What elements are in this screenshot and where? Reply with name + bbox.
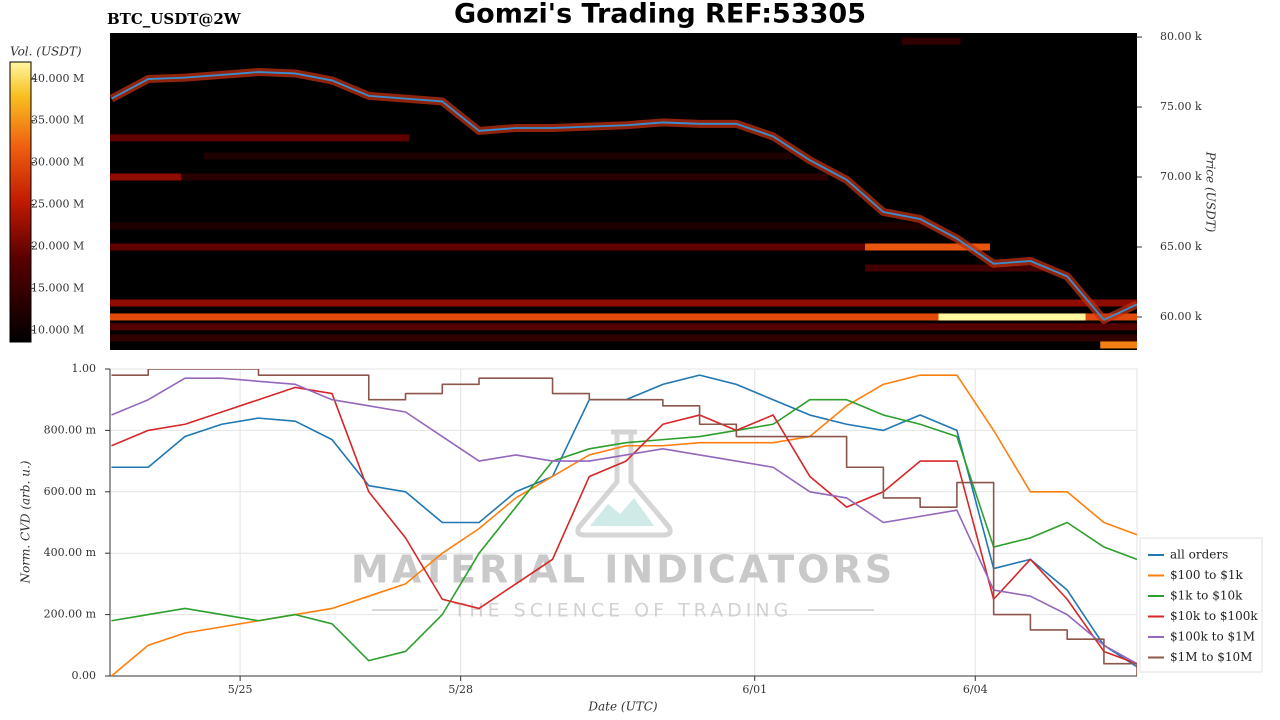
heatmap-layer	[110, 37, 1137, 349]
colorbar-label: Vol. (USDT)	[10, 45, 82, 59]
series-layer	[110, 369, 1137, 676]
x-axis-label: Date (UTC)	[587, 700, 657, 714]
colorbar	[9, 61, 32, 343]
y-tick-label: 65.00 k	[1160, 240, 1202, 253]
liquidity-band	[110, 243, 865, 251]
colorbar-tick-label: 15.000 M	[31, 281, 84, 294]
colorbar-tick-label: 25.000 M	[31, 198, 84, 211]
y-tick-label: 1.00	[72, 362, 97, 375]
y-tick-label: 80.00 k	[1160, 30, 1202, 43]
flask-icon	[575, 429, 673, 538]
y-axis-label: Norm. CVD (arb. u.)	[19, 460, 33, 584]
heatmap-background	[110, 33, 1137, 350]
y-tick-label: 800.00 m	[44, 423, 97, 436]
y-tick-label: 600.00 m	[44, 485, 97, 498]
y-tick-label: 75.00 k	[1160, 100, 1202, 113]
colorbar-tick-label: 35.000 M	[31, 114, 84, 127]
y-tick-label: 0.00	[72, 669, 97, 682]
cvd-line	[111, 398, 1137, 662]
liquidity-band	[938, 313, 1086, 321]
cvd-line	[111, 377, 1137, 665]
liquidity-band	[110, 222, 939, 230]
page-title: Gomzi's Trading REF:53305	[454, 0, 866, 30]
liquidity-band	[864, 264, 1049, 272]
legend-label: $1M to $10M	[1170, 650, 1252, 664]
liquidity-band	[110, 173, 182, 181]
x-tick-label: 5/25	[228, 683, 253, 696]
legend-label: $1k to $10k	[1170, 589, 1243, 603]
watermark-brand: MATERIAL INDICATORS	[351, 548, 895, 592]
price-line	[111, 71, 1137, 321]
liquidity-band	[110, 334, 1137, 342]
cvd-line	[111, 369, 1137, 676]
liquidity-band	[864, 243, 990, 251]
colorbar-tick-label: 20.000 M	[31, 239, 84, 252]
y-tick-label: 400.00 m	[44, 546, 97, 559]
x-tick-label: 6/04	[963, 683, 988, 696]
flask-liquid	[590, 498, 654, 526]
cvd-line	[111, 386, 1137, 665]
liquidity-band	[110, 313, 1137, 321]
colorbar-tick-label: 30.000 M	[31, 156, 84, 169]
x-tick-label: 6/01	[742, 683, 767, 696]
colorbar-tick-label: 10.000 M	[31, 323, 84, 336]
legend-label: $10k to $100k	[1170, 609, 1258, 623]
liquidity-band	[110, 134, 410, 142]
y-tick-label: 200.00 m	[44, 608, 97, 621]
y-tick-label: 60.00 k	[1160, 310, 1202, 323]
liquidity-band	[203, 152, 792, 160]
x-tick-label: 5/28	[448, 683, 473, 696]
y-axis-label: Price (USDT)	[1204, 151, 1218, 233]
liquidity-band	[181, 173, 829, 181]
watermark: MATERIAL INDICATORS THE SCIENCE OF TRADI…	[351, 429, 895, 622]
legend-box	[1139, 537, 1263, 673]
colorbar-tick-label: 40.000 M	[31, 72, 84, 85]
watermark-tagline: THE SCIENCE OF TRADING	[453, 600, 793, 622]
liquidity-band	[901, 37, 961, 45]
chart-title: BTC_USDT@2W	[107, 10, 242, 28]
legend-label: $100k to $1M	[1170, 630, 1255, 644]
y-tick-label: 70.00 k	[1160, 170, 1202, 183]
legend-label: all orders	[1170, 548, 1228, 562]
liquidity-band	[110, 299, 1137, 307]
liquidity-band	[110, 323, 1137, 331]
liquidity-band	[1100, 341, 1137, 349]
legend-label: $100 to $1k	[1170, 568, 1243, 582]
